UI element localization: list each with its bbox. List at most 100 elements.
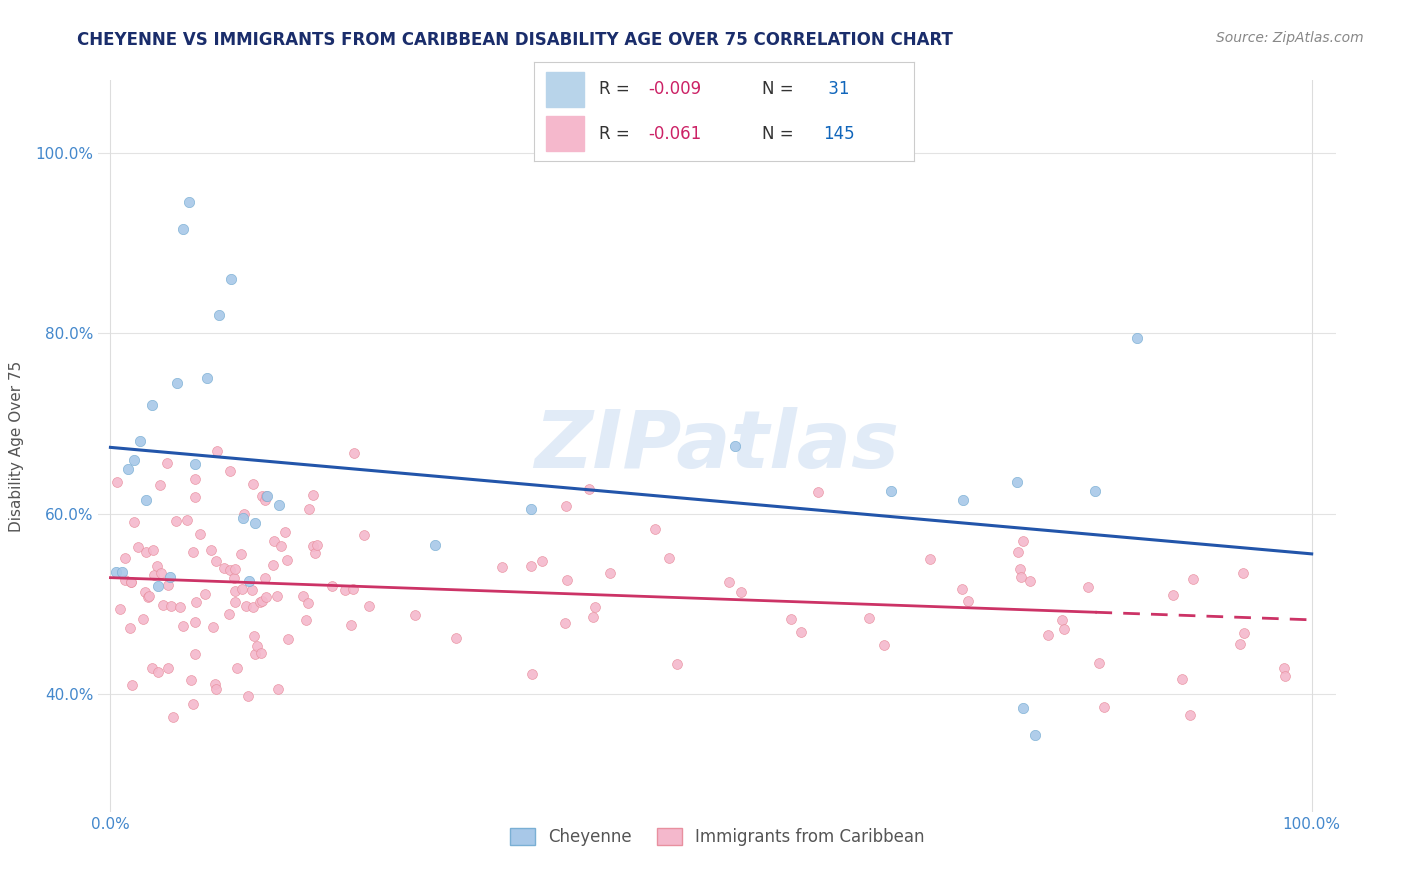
Point	[141, 660, 163, 674]
Point	[918, 552, 941, 566]
Point	[124, 452, 146, 467]
Point	[120, 574, 142, 589]
Point	[1232, 566, 1254, 580]
Y-axis label: Disability Age Over 75: Disability Age Over 75	[10, 360, 24, 532]
Text: CHEYENNE VS IMMIGRANTS FROM CARIBBEAN DISABILITY AGE OVER 75 CORRELATION CHART: CHEYENNE VS IMMIGRANTS FROM CARIBBEAN DI…	[77, 31, 953, 49]
Point	[555, 499, 578, 513]
Point	[1077, 580, 1099, 594]
Point	[520, 502, 543, 516]
Point	[276, 553, 298, 567]
Point	[134, 585, 156, 599]
FancyBboxPatch shape	[546, 117, 583, 151]
Point	[273, 525, 295, 540]
Point	[135, 545, 157, 559]
Point	[1178, 708, 1201, 723]
Point	[232, 511, 254, 525]
Point	[214, 560, 236, 574]
Point	[129, 434, 152, 449]
Point	[256, 489, 278, 503]
Point	[148, 579, 170, 593]
Point	[858, 611, 880, 625]
Text: Source: ZipAtlas.com: Source: ZipAtlas.com	[1216, 31, 1364, 45]
Point	[267, 498, 290, 512]
Point	[136, 591, 159, 605]
Point	[204, 676, 226, 690]
Point	[105, 566, 128, 580]
Text: N =: N =	[762, 80, 799, 98]
Point	[232, 507, 254, 521]
Point	[131, 612, 153, 626]
Point	[1126, 331, 1149, 345]
Point	[218, 563, 240, 577]
Point	[333, 583, 356, 598]
Point	[222, 571, 245, 585]
Point	[444, 632, 467, 646]
Point	[152, 598, 174, 612]
Point	[353, 528, 375, 542]
Point	[121, 678, 143, 692]
Point	[150, 566, 173, 581]
Point	[243, 516, 266, 530]
Point	[240, 582, 263, 597]
Point	[218, 464, 240, 478]
Text: R =: R =	[599, 125, 636, 143]
Point	[157, 660, 180, 674]
Point	[204, 682, 226, 697]
Point	[644, 522, 666, 536]
Point	[1229, 636, 1251, 650]
Point	[162, 710, 184, 724]
Point	[202, 620, 225, 634]
Point	[120, 574, 142, 589]
Point	[252, 594, 274, 608]
Text: N =: N =	[762, 125, 799, 143]
Point	[583, 600, 606, 615]
Point	[304, 546, 326, 560]
Point	[1170, 672, 1192, 686]
Point	[146, 559, 169, 574]
Point	[599, 566, 621, 580]
Text: 31: 31	[823, 80, 849, 98]
Point	[138, 590, 160, 604]
Point	[177, 195, 200, 210]
Point	[578, 483, 600, 497]
Point	[1053, 622, 1076, 636]
Point	[224, 584, 246, 599]
Point	[582, 610, 605, 624]
Point	[242, 477, 264, 491]
Point	[166, 376, 188, 390]
Point	[117, 461, 139, 475]
Point	[184, 595, 207, 609]
Text: -0.009: -0.009	[648, 80, 702, 98]
Point	[184, 647, 207, 661]
Text: -0.061: -0.061	[648, 125, 702, 143]
Point	[277, 632, 299, 646]
Point	[1012, 701, 1035, 715]
Point	[266, 681, 288, 696]
Point	[169, 600, 191, 615]
Point	[1007, 545, 1029, 559]
Point	[298, 502, 321, 516]
Point	[246, 639, 269, 653]
Point	[1087, 656, 1109, 670]
Point	[231, 547, 253, 561]
Point	[254, 489, 277, 503]
Point	[302, 539, 325, 553]
Point	[343, 446, 366, 460]
Point	[491, 559, 513, 574]
Point	[1008, 562, 1031, 576]
Point	[1036, 627, 1059, 641]
Point	[224, 595, 246, 609]
Legend: Cheyenne, Immigrants from Caribbean: Cheyenne, Immigrants from Caribbean	[502, 820, 932, 855]
Point	[807, 484, 830, 499]
Point	[658, 551, 681, 566]
Point	[1161, 589, 1184, 603]
Point	[108, 602, 131, 616]
Point	[342, 582, 364, 596]
Point	[205, 444, 228, 458]
Point	[195, 371, 218, 385]
Point	[1084, 484, 1107, 499]
Point	[156, 578, 179, 592]
Point	[249, 595, 271, 609]
Point	[1092, 700, 1115, 714]
Point	[135, 493, 157, 508]
